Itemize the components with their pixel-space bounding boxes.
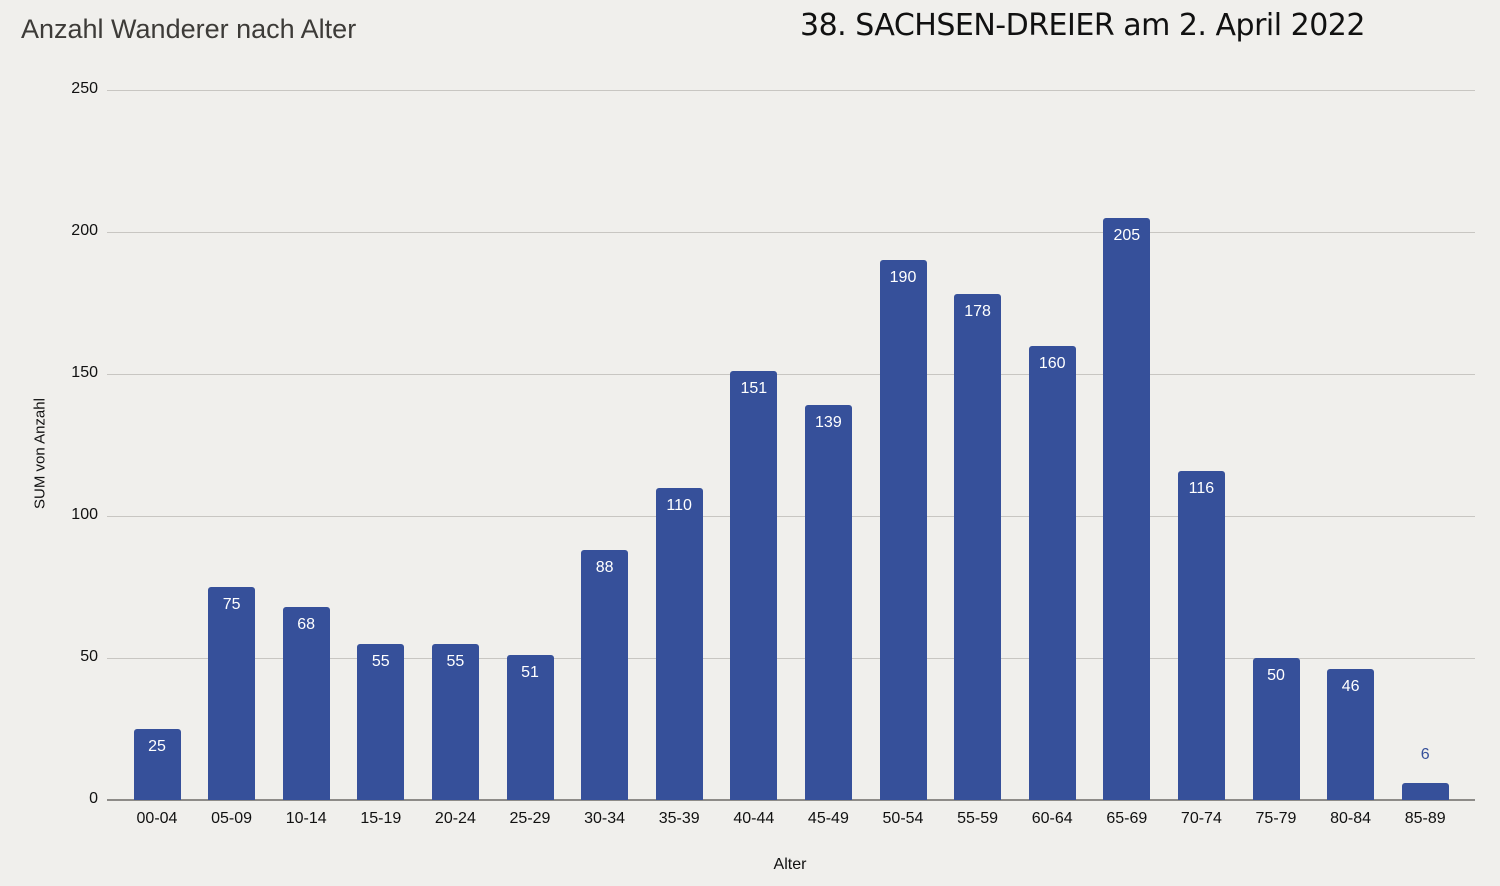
- bar-05-09[interactable]: [208, 587, 256, 800]
- x-tick-label: 10-14: [285, 810, 327, 827]
- bar-15-19[interactable]: [357, 643, 405, 800]
- gridline: [107, 658, 1475, 659]
- bar-value-label: 51: [521, 664, 539, 682]
- x-tick-label: 35-39: [658, 810, 700, 827]
- y-axis-label: SUM von Anzahl: [31, 398, 49, 509]
- bar-value-label: 190: [889, 269, 917, 287]
- bar-value-label: 25: [148, 738, 166, 755]
- x-tick-label: 20-24: [434, 810, 476, 827]
- bar-10-14[interactable]: [282, 606, 330, 800]
- x-tick-label: 60-64: [1031, 810, 1073, 827]
- x-tick-label: 00-04: [136, 810, 178, 827]
- y-tick-label: 200: [71, 222, 98, 239]
- bar-value-label: 6: [1420, 745, 1430, 763]
- bar-value-label: 75: [222, 596, 241, 613]
- bar-50-54[interactable]: [879, 260, 927, 800]
- bar-value-label: 139: [815, 414, 842, 432]
- bar-30-34[interactable]: [581, 550, 629, 800]
- x-tick-label: 55-59: [957, 810, 999, 827]
- x-axis-baseline: [107, 799, 1475, 801]
- x-tick-label: 15-19: [360, 810, 402, 827]
- x-tick-label: 05-09: [211, 810, 253, 827]
- bar-55-59[interactable]: [954, 294, 1002, 800]
- bar-75-79[interactable]: [1252, 658, 1300, 800]
- bar-80-84[interactable]: [1327, 669, 1375, 800]
- bar-value-label: 50: [1267, 667, 1285, 684]
- bar-value-label: 68: [297, 615, 316, 633]
- y-tick-label: 50: [80, 648, 98, 665]
- bar-value-label: 110: [666, 496, 692, 514]
- bar-35-39[interactable]: [655, 487, 703, 800]
- bar-70-74[interactable]: [1177, 470, 1225, 800]
- x-tick-label: 50-54: [882, 810, 924, 827]
- x-axis-label: Alter: [773, 856, 807, 873]
- x-tick-label: 70-74: [1180, 810, 1222, 827]
- x-tick-label: 40-44: [733, 810, 775, 827]
- y-tick-label: 100: [71, 506, 98, 523]
- bar-value-label: 55: [371, 652, 390, 670]
- x-tick-label: 85-89: [1404, 810, 1446, 827]
- x-tick-label: 30-34: [584, 810, 626, 827]
- bar-25-29[interactable]: [506, 655, 554, 800]
- y-tick-label: 250: [71, 80, 98, 97]
- y-tick-label: 0: [89, 790, 98, 807]
- bar-value-label: 55: [446, 652, 465, 670]
- x-tick-label: 75-79: [1255, 810, 1297, 827]
- chart-subtitle: 38. SACHSEN-DREIER am 2. April 2022: [800, 8, 1365, 43]
- gridline: [107, 516, 1475, 517]
- gridline: [107, 374, 1475, 375]
- bar-value-label: 116: [1188, 479, 1215, 497]
- bar-20-24[interactable]: [431, 643, 479, 800]
- bar-value-label: 178: [964, 303, 991, 321]
- x-tick-label: 45-49: [807, 810, 849, 827]
- bar-45-49[interactable]: [804, 405, 852, 800]
- bar-40-44[interactable]: [730, 371, 778, 800]
- bar-60-64[interactable]: [1028, 345, 1076, 800]
- chart-title: Anzahl Wanderer nach Alter: [21, 14, 357, 44]
- x-tick-label: 65-69: [1106, 810, 1148, 827]
- bar-65-69[interactable]: [1103, 217, 1151, 800]
- bar-value-label: 46: [1341, 678, 1360, 696]
- bar-85-89[interactable]: [1401, 782, 1449, 800]
- bar-value-label: 160: [1038, 354, 1066, 372]
- gridline: [107, 90, 1475, 91]
- bar-value-label: 88: [595, 559, 614, 577]
- bar-value-label: 151: [740, 380, 768, 398]
- gridline: [107, 232, 1475, 233]
- bar-value-label: 205: [1113, 226, 1141, 244]
- x-tick-label: 25-29: [509, 810, 551, 827]
- bar-00-04[interactable]: [133, 729, 181, 800]
- y-tick-label: 150: [71, 364, 98, 381]
- x-tick-label: 80-84: [1330, 810, 1372, 827]
